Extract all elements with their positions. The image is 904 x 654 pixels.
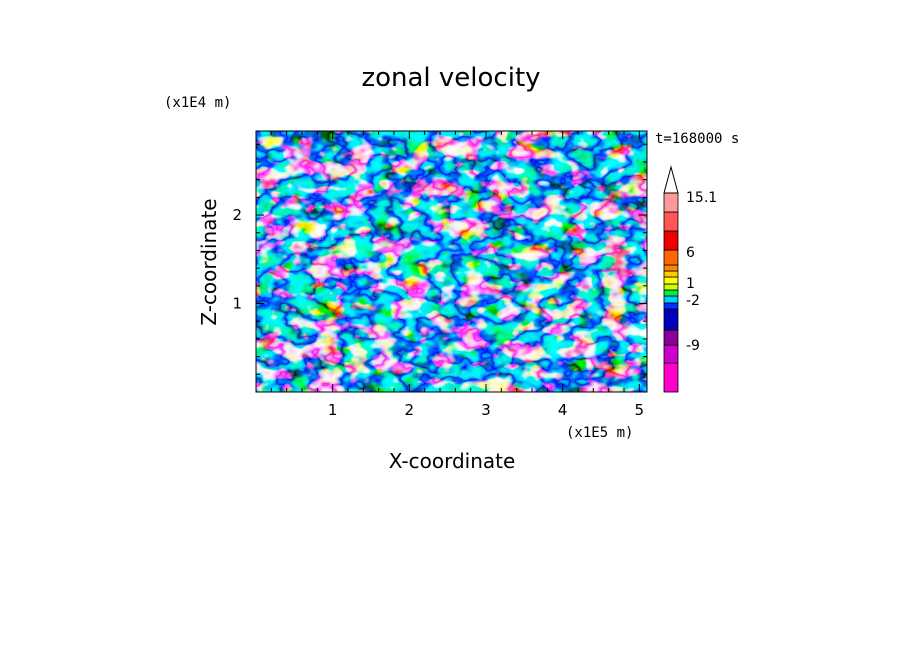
x-tick-label: 4 [558, 401, 568, 419]
colorbar-label: 15.1 [686, 190, 717, 206]
y-tick-label: 1 [232, 295, 242, 313]
colorbar-swatch [663, 289, 679, 297]
colorbar-swatch [663, 192, 679, 213]
colorbar-label: 6 [686, 245, 695, 261]
colorbar-swatch [663, 308, 679, 331]
y-scale-label: (x1E4 m) [164, 95, 231, 111]
colorbar-swatch [663, 276, 679, 285]
x-tick-label: 1 [328, 401, 338, 419]
x-tick-label: 5 [635, 401, 645, 419]
colorbar-label: -2 [686, 293, 700, 309]
x-tick-label: 3 [481, 401, 491, 419]
colorbar-swatch [663, 230, 679, 251]
x-axis-label: X-coordinate [389, 449, 516, 473]
colorbar-swatch [663, 344, 679, 364]
colorbar-swatch [663, 362, 679, 393]
contour-field [256, 131, 647, 392]
colorbar-swatch [663, 264, 679, 272]
x-axis-ticks: 1 2 3 4 5 [270, 131, 645, 419]
y-tick-label: 2 [232, 206, 242, 224]
colorbar-swatch [663, 270, 679, 278]
colorbar-swatch [663, 249, 679, 266]
y-axis-label: Z-coordinate [197, 198, 221, 325]
colorbar-swatch [663, 329, 679, 346]
colorbar-extend-arrow [663, 165, 679, 194]
chart-title: zonal velocity [361, 63, 540, 93]
colorbar-label: 1 [686, 276, 695, 292]
x-scale-label: (x1E5 m) [566, 425, 633, 441]
colorbar-swatch [663, 211, 679, 232]
colorbar-swatch [663, 283, 679, 291]
colorbar-swatch [663, 302, 679, 310]
colorbar: 15.1 6 1-2 -9 [663, 165, 717, 393]
x-tick-label: 2 [405, 401, 415, 419]
plot-frame [255, 130, 648, 393]
y-axis-ticks: 12 [232, 143, 647, 375]
time-label: t=168000 s [655, 131, 739, 147]
colorbar-swatch [663, 295, 679, 304]
colorbar-label: -9 [686, 338, 700, 354]
